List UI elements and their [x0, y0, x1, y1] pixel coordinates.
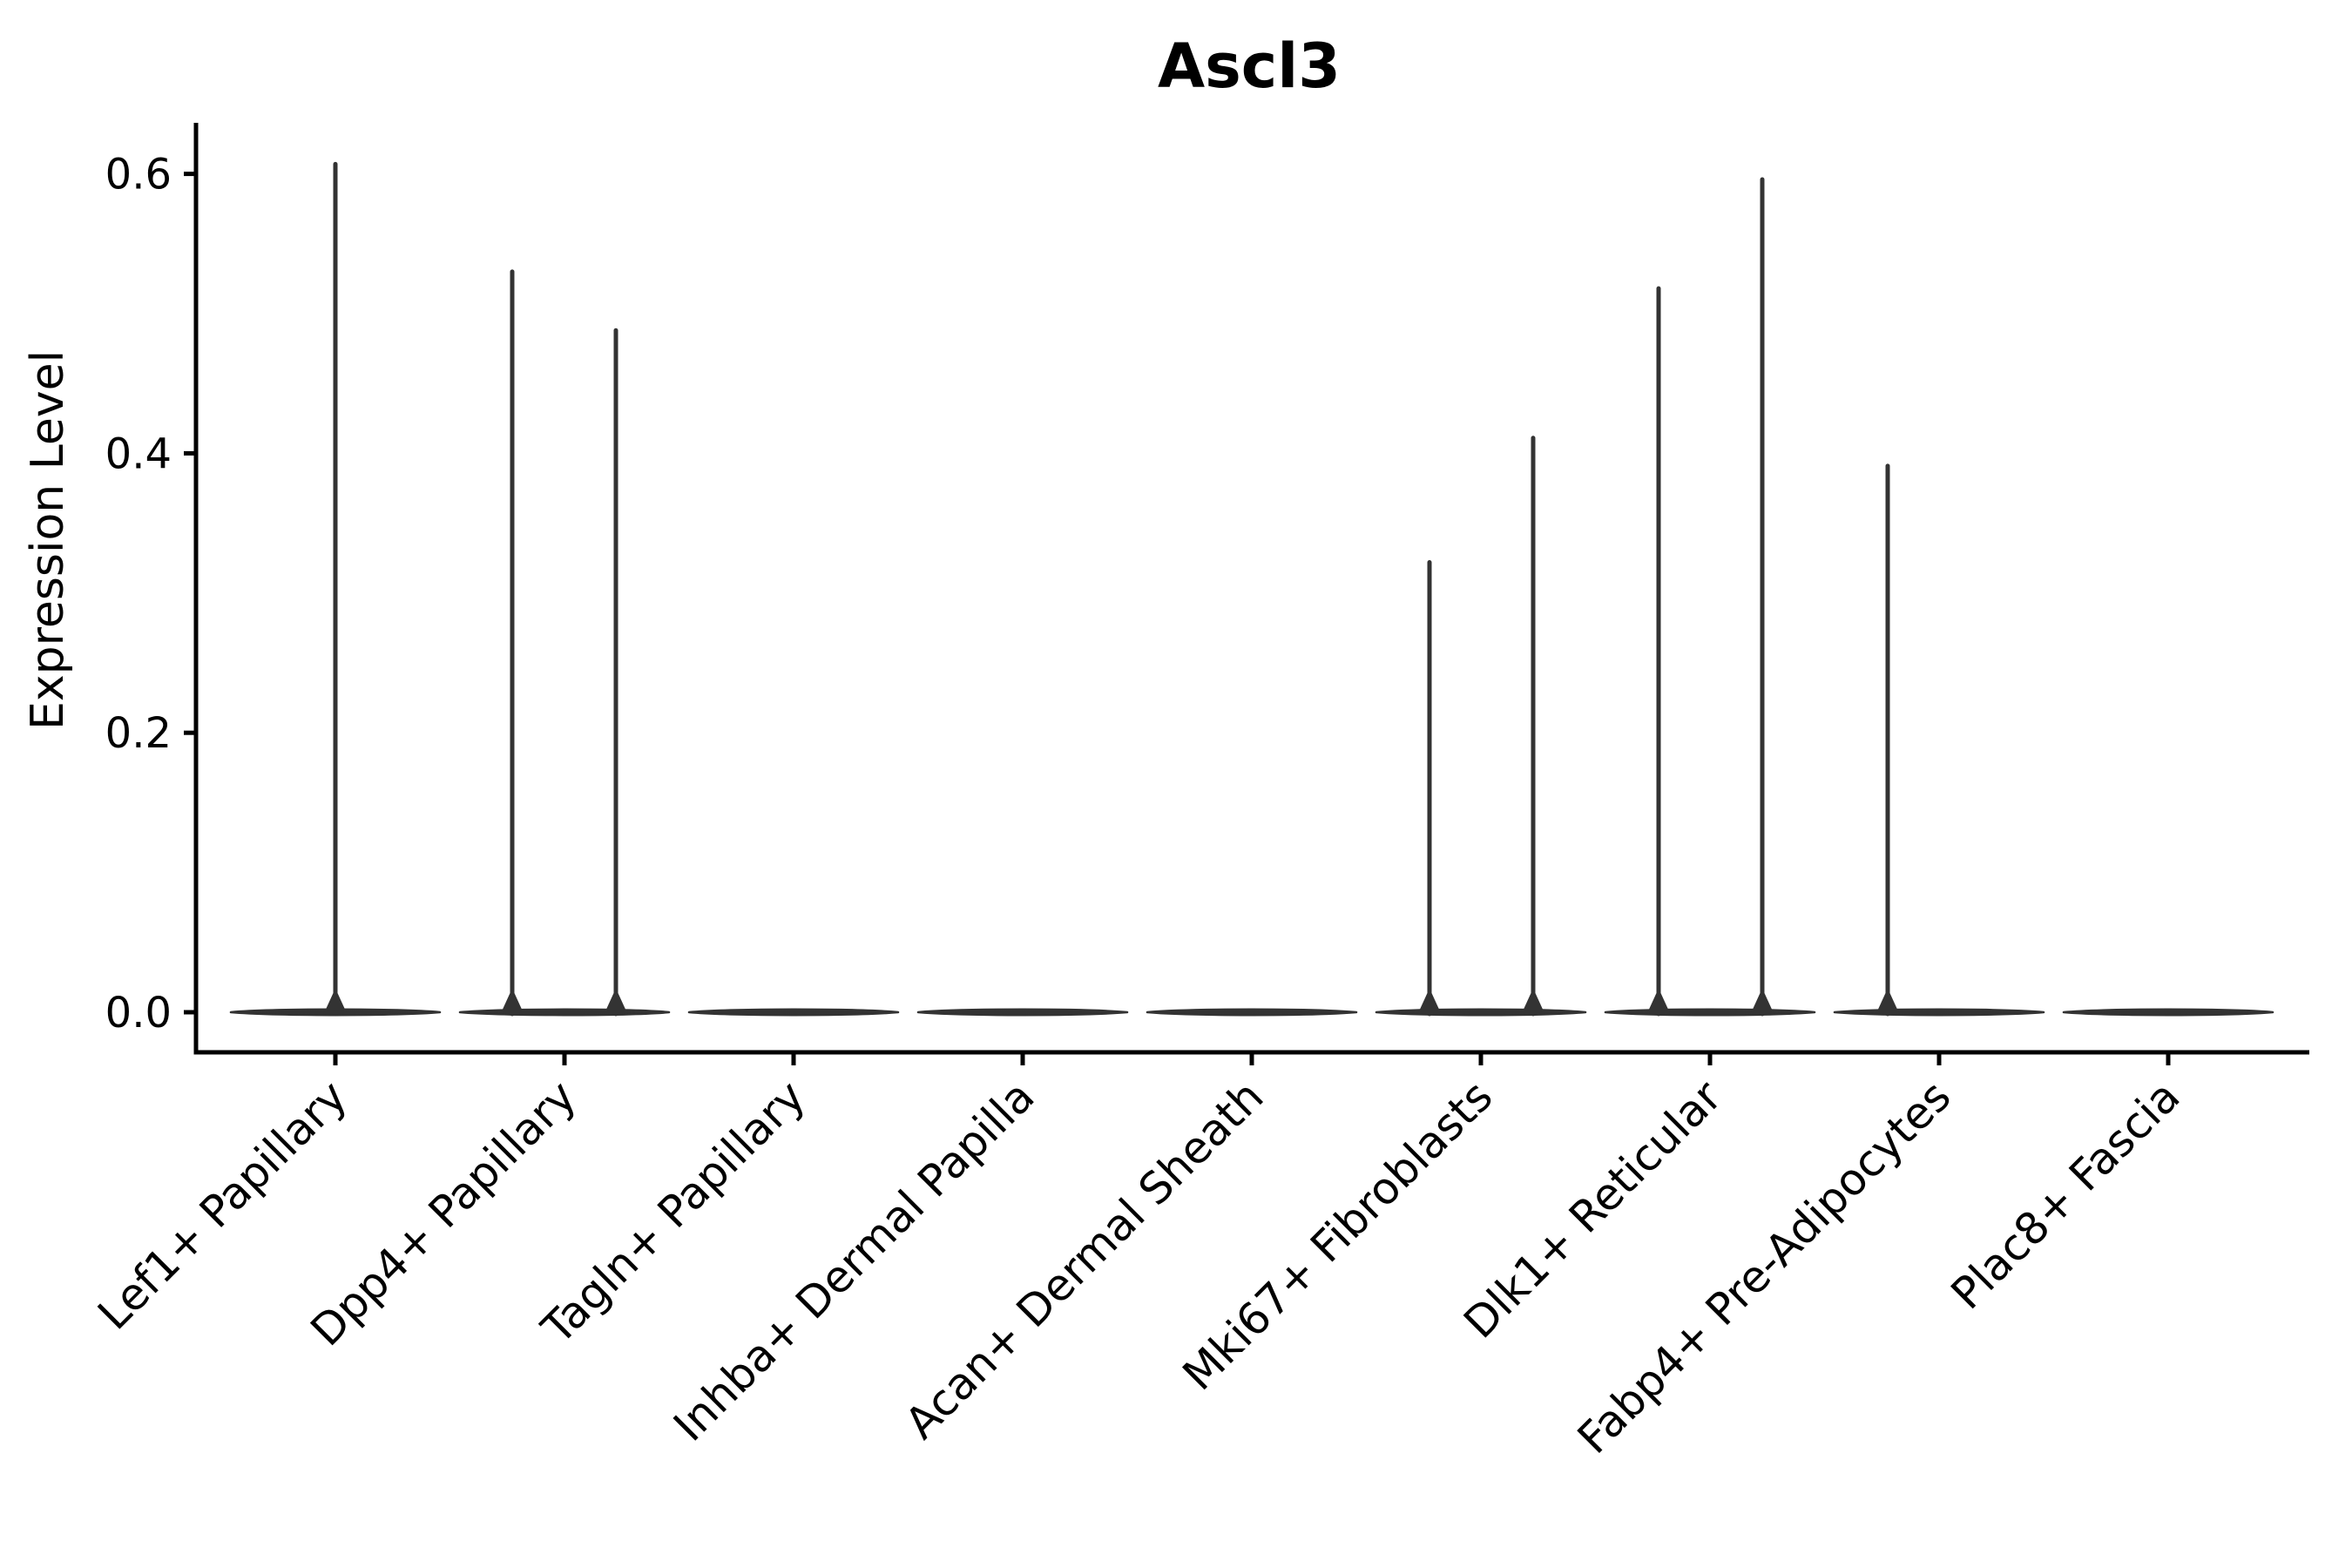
violin-5 [1146, 1008, 1358, 1017]
y-axis: 0.0 0.2 0.4 0.6 [105, 123, 199, 1055]
violin-9 [2062, 1008, 2274, 1017]
violin-3 [687, 1008, 900, 1017]
violin-baseline [1375, 1008, 1587, 1017]
violin-baseline [458, 1008, 671, 1017]
violin-4 [916, 1008, 1129, 1017]
violin-baseline [2062, 1008, 2274, 1017]
violin-baseline [687, 1008, 900, 1017]
y-tick-label: 0.4 [105, 429, 172, 478]
y-axis-label: Expression Level [22, 350, 74, 730]
violin-baseline [916, 1008, 1129, 1017]
violin-baseline [1146, 1008, 1358, 1017]
violin-1 [229, 161, 442, 1017]
y-tick-label: 0.0 [105, 989, 172, 1037]
y-tick-label: 0.6 [105, 151, 172, 199]
violin-series [229, 161, 2274, 1017]
violin-2 [458, 269, 671, 1017]
violin-7 [1604, 177, 1816, 1017]
violin-8 [1833, 463, 2045, 1017]
violin-baseline [1604, 1008, 1816, 1017]
chart-title: Ascl3 [1158, 30, 1341, 102]
y-tick-label: 0.2 [105, 709, 172, 758]
violin-6 [1375, 436, 1587, 1017]
violin-baseline [1833, 1008, 2045, 1017]
